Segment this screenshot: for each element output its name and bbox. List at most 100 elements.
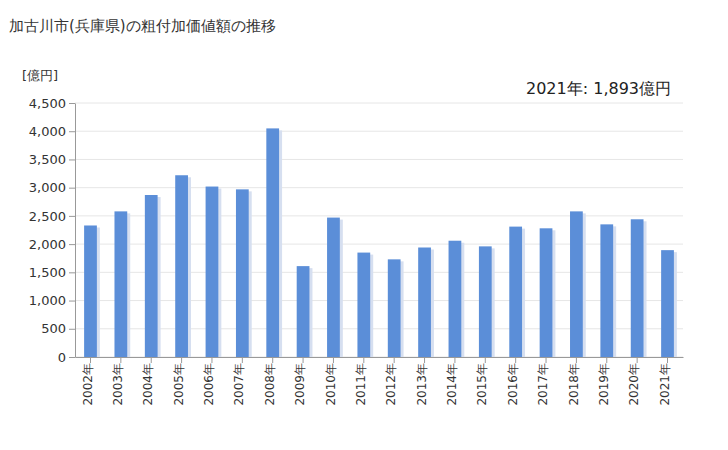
x-tick-mark: [211, 357, 212, 363]
x-tick: 2006年: [202, 357, 216, 406]
grid-line: [75, 328, 683, 329]
bar: [236, 189, 249, 357]
x-tick-label: 2018年: [567, 363, 581, 406]
x-tick-mark: [667, 357, 668, 363]
y-tick-label: 500: [41, 321, 66, 336]
x-tick-label: 2005年: [172, 363, 186, 406]
x-tick-mark: [394, 357, 395, 363]
y-tick-mark: [69, 244, 75, 245]
annotation: 2021年: 1,893億円: [526, 79, 671, 98]
bar: [570, 211, 583, 357]
y-tick-label: 4,500: [29, 96, 66, 111]
x-tick-label: 2019年: [597, 363, 611, 406]
x-tick-mark: [576, 357, 577, 363]
grid-line: [75, 357, 683, 358]
x-tick-mark: [120, 357, 121, 363]
x-tick-label: 2004年: [141, 363, 155, 406]
y-tick: 3,500: [29, 152, 75, 167]
bar: [600, 224, 613, 357]
y-tick: 2,000: [29, 237, 75, 252]
x-tick-label: 2007年: [232, 363, 246, 406]
x-tick-label: 2011年: [354, 363, 368, 406]
y-tick-label: 4,000: [29, 124, 66, 139]
y-tick-label: 3,000: [29, 180, 66, 195]
x-tick: 2005年: [172, 357, 186, 406]
y-tick: 3,000: [29, 180, 75, 195]
grid-line: [75, 159, 683, 160]
bar: [357, 253, 370, 357]
x-tick: 2016年: [506, 357, 520, 406]
bar: [540, 228, 553, 357]
x-tick-mark: [424, 357, 425, 363]
x-tick: 2017年: [536, 357, 550, 406]
y-axis: 05001,0001,5002,0002,5003,0003,5004,0004…: [29, 96, 76, 365]
y-tick-label: 1,000: [29, 293, 66, 308]
y-tick-mark: [69, 357, 75, 358]
y-tick-mark: [69, 188, 75, 189]
bar: [175, 175, 188, 357]
grid-line: [75, 131, 683, 132]
x-tick-mark: [151, 357, 152, 363]
x-tick-mark: [485, 357, 486, 363]
x-tick-mark: [515, 357, 516, 363]
x-tick-mark: [181, 357, 182, 363]
grid: [75, 103, 683, 357]
y-tick-mark: [69, 159, 75, 160]
x-tick-label: 2009年: [293, 363, 307, 406]
y-unit-label: [億円]: [22, 68, 58, 83]
bar: [509, 227, 522, 357]
x-axis-line: [76, 357, 684, 358]
x-tick-mark: [637, 357, 638, 363]
x-tick-label: 2003年: [111, 363, 125, 406]
x-tick-label: 2010年: [324, 363, 338, 406]
bar: [661, 250, 674, 357]
x-tick-mark: [333, 357, 334, 363]
x-tick-mark: [303, 357, 304, 363]
bar: [145, 195, 158, 357]
y-tick: 2,500: [29, 209, 75, 224]
y-tick-mark: [69, 216, 75, 217]
y-tick-label: 3,500: [29, 152, 66, 167]
x-tick-mark: [606, 357, 607, 363]
bars: [84, 128, 677, 357]
y-axis-line: [75, 104, 76, 358]
y-tick: 500: [41, 321, 75, 336]
x-tick: 2020年: [627, 357, 641, 406]
bar: [479, 246, 492, 357]
y-tick-label: 2,000: [29, 237, 66, 252]
x-tick: 2021年: [658, 357, 672, 406]
x-tick: 2015年: [475, 357, 489, 406]
bar: [266, 128, 279, 357]
y-tick: 0: [58, 350, 75, 365]
grid-line: [75, 272, 683, 273]
x-tick-mark: [363, 357, 364, 363]
x-tick-label: 2014年: [445, 363, 459, 406]
bar: [114, 211, 127, 357]
y-tick-mark: [69, 103, 75, 104]
bar: [327, 218, 340, 357]
x-tick: 2011年: [354, 357, 368, 406]
chart: 加古川市(兵庫県)の粗付加価値額の推移 [億円] 2021年: 1,893億円 0 50…: [0, 0, 728, 450]
y-tick-label: 0: [58, 350, 66, 365]
y-tick: 4,000: [29, 124, 75, 139]
x-tick-mark: [272, 357, 273, 363]
x-tick-mark: [454, 357, 455, 363]
x-tick: 2009年: [293, 357, 307, 406]
title: 加古川市(兵庫県)の粗付加価値額の推移: [9, 17, 276, 35]
x-tick: 2013年: [415, 357, 429, 406]
x-tick-label: 2021年: [658, 363, 672, 406]
x-tick: 2010年: [324, 357, 338, 406]
x-tick-label: 2017年: [536, 363, 550, 406]
bar: [388, 259, 401, 357]
y-tick-mark: [69, 272, 75, 273]
grid-line: [75, 244, 683, 245]
x-tick: 2018年: [567, 357, 581, 406]
y-tick: 1,000: [29, 293, 75, 308]
x-tick: 2007年: [232, 357, 246, 406]
x-tick-label: 2006年: [202, 363, 216, 406]
bar: [449, 241, 462, 357]
x-tick: 2019年: [597, 357, 611, 406]
x-tick-label: 2015年: [475, 363, 489, 406]
x-tick-label: 2012年: [384, 363, 398, 406]
x-tick: 2002年: [81, 357, 95, 406]
